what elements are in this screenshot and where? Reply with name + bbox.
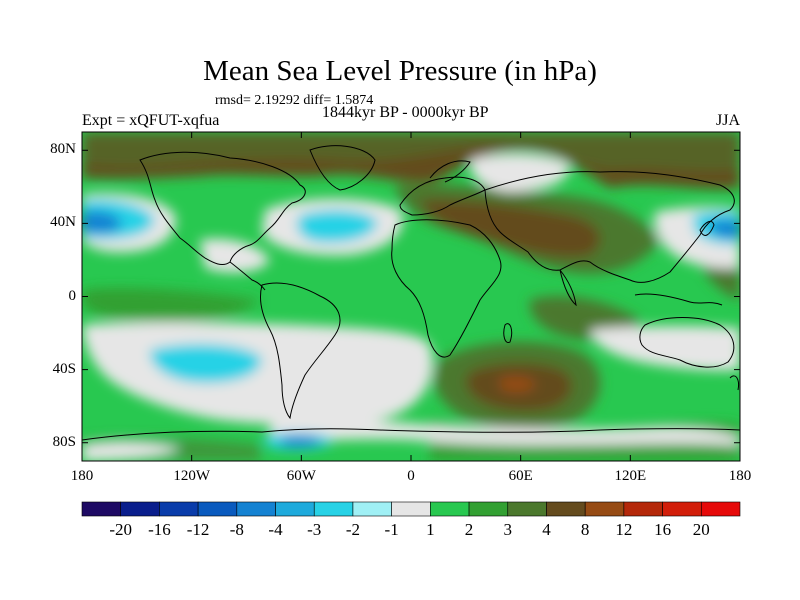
x-axis-ticks [81,132,741,461]
colorbar-level-label: 16 [654,520,672,539]
colorbar-swatch [197,501,238,517]
asia-coast [484,171,735,283]
colorbar-swatch [352,501,392,517]
colorbar-level-label: -1 [384,520,399,539]
antarctic-white [270,420,740,446]
experiment-label: Expt = xQFUT-xqfua [82,112,220,129]
colorbar-level-label: -20 [109,520,133,539]
colorbar-level-label: 2 [464,520,474,539]
colorbar-level-label: -3 [307,520,322,539]
colorbar-level-label: -4 [268,520,283,539]
colorbar-level-label: 3 [503,520,513,539]
colorbar-swatch [275,501,315,517]
colorbar-swatch [120,501,160,517]
y-axis-ticks [82,149,740,444]
north-america-coast [139,151,306,265]
indonesia-coast [634,293,723,306]
y-tick-label: 40N [50,214,76,231]
colorbar-swatch [662,501,702,517]
colorbar [81,501,741,517]
new-zealand-coast [729,375,739,391]
antarctica-coast [82,428,740,441]
south-pacific-low [149,343,262,383]
colorbar-level-label: 20 [692,520,710,539]
europe-coast [399,176,486,216]
south-pacific-green [82,288,260,322]
x-tick-label: 60E [508,468,533,484]
south-indian-core [498,376,536,392]
north-pacific-low-core [82,210,122,234]
colorbar-level-label: -12 [186,520,210,539]
japan-coast [699,220,715,236]
africa-coast [391,219,502,358]
colorbar-level-label: -16 [148,520,171,539]
colorbar-level-label: 4 [542,520,551,539]
x-tick-label: 60W [286,468,316,484]
colorbar-swatch [391,501,431,517]
x-tick-label: 120E [614,468,647,484]
colorbar-swatch [313,501,354,517]
colorbar-level-label: -8 [229,520,244,539]
north-atlantic-low [296,209,378,244]
colorbar-swatch [623,501,663,517]
colorbar-level-label: 1 [426,520,435,539]
rmsd-diff-stats: rmsd= 2.19292 diff= 1.5874 [215,93,374,108]
colorbar-swatch [584,501,625,517]
x-tick-label: 180 [70,468,94,484]
colorbar-swatch [81,501,122,517]
antarctic-low-core [280,435,322,447]
map-title: Mean Sea Level Pressure (in hPa) [203,55,597,87]
time-period: 1844kyr BP - 0000kyr BP [322,104,489,121]
eurasia-brown [420,199,601,258]
map-field [82,132,740,461]
colorbar-swatch [430,501,470,517]
arctic-band-olive [82,132,740,172]
south-america-coast [259,282,341,420]
india-coast [559,269,577,307]
colorbar-level-label: -2 [345,520,361,539]
colorbar-swatch [468,501,509,517]
x-tick-label: 180 [728,468,752,484]
x-tick-label: 0 [407,468,415,484]
scandinavia-coast [429,160,471,183]
y-tick-label: 80S [52,433,76,450]
northwest-pacific-low-core [710,219,740,239]
y-tick-label: 0 [68,287,77,304]
madagascar-coast [503,323,513,344]
pressure-anomaly-field [82,132,740,461]
colorbar-swatch [236,501,276,517]
y-tick-label: 40S [52,360,76,377]
colorbar-swatch [700,501,741,517]
colorbar-swatch [546,501,586,517]
australia-coast [639,317,735,368]
colorbar-swatch [159,501,199,517]
x-tick-label: 120W [173,468,210,484]
barents-white [469,153,571,192]
colorbar-level-label: 12 [615,520,633,539]
colorbar-level-label: 8 [580,520,590,539]
season-label: JJA [716,112,741,129]
coastlines [82,145,740,441]
y-tick-label: 80N [50,141,76,158]
greenland-coast [309,145,376,191]
ross-white [82,441,180,461]
south-indian-white [590,325,740,371]
colorbar-swatch [507,501,547,517]
